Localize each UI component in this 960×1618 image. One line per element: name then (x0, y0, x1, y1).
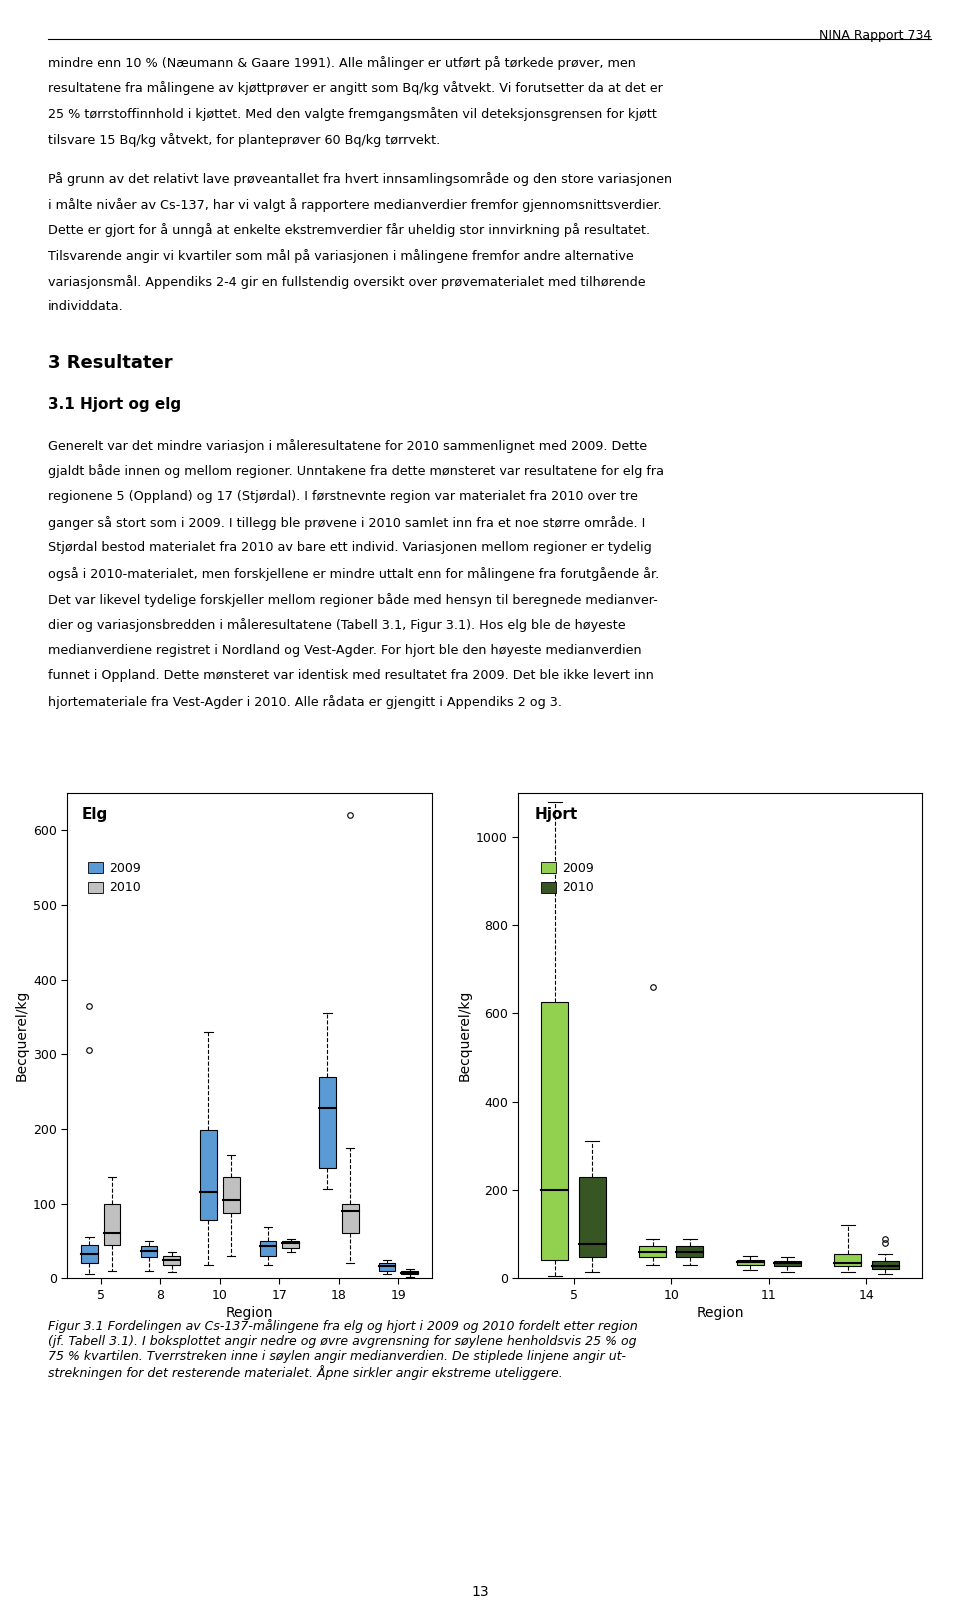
Legend: 2009, 2010: 2009, 2010 (88, 862, 141, 895)
Text: resultatene fra målingene av kjøttprøver er angitt som Bq/kg våtvekt. Vi forutse: resultatene fra målingene av kjøttprøver… (48, 81, 662, 95)
Bar (342, 1204, 358, 1233)
X-axis label: Region: Region (226, 1306, 274, 1320)
Bar (163, 1256, 180, 1265)
Y-axis label: Becquerel/kg: Becquerel/kg (458, 990, 472, 1081)
Text: individdata.: individdata. (48, 301, 124, 314)
Bar (774, 1260, 801, 1265)
Text: også i 2010-materialet, men forskjellene er mindre uttalt enn for målingene fra : også i 2010-materialet, men forskjellene… (48, 566, 660, 581)
Legend: 2009, 2010: 2009, 2010 (540, 862, 594, 895)
Bar (639, 1246, 666, 1257)
Text: gjaldt både innen og mellom regioner. Unntakene fra dette mønsteret var resultat: gjaldt både innen og mellom regioner. Un… (48, 464, 664, 479)
Text: dier og variasjonsbredden i måleresultatene (Tabell 3.1, Figur 3.1). Hos elg ble: dier og variasjonsbredden i måleresultat… (48, 618, 626, 633)
Bar (541, 1003, 568, 1260)
Text: Generelt var det mindre variasjon i måleresultatene for 2010 sammenlignet med 20: Generelt var det mindre variasjon i måle… (48, 438, 647, 453)
Text: På grunn av det relativt lave prøveantallet fra hvert innsamlingsområde og den s: På grunn av det relativt lave prøveantal… (48, 172, 672, 186)
Text: mindre enn 10 % (Næumann & Gaare 1991). Alle målinger er utført på tørkede prøve: mindre enn 10 % (Næumann & Gaare 1991). … (48, 55, 636, 70)
Bar (319, 1076, 336, 1168)
Bar (579, 1176, 606, 1257)
Y-axis label: Becquerel/kg: Becquerel/kg (14, 990, 29, 1081)
Text: hjortemateriale fra Vest-Agder i 2010. Alle rådata er gjengitt i Appendiks 2 og : hjortemateriale fra Vest-Agder i 2010. A… (48, 696, 562, 709)
Text: tilsvare 15 Bq/kg våtvekt, for planteprøver 60 Bq/kg tørrvekt.: tilsvare 15 Bq/kg våtvekt, for planteprø… (48, 133, 441, 147)
Text: funnet i Oppland. Dette mønsteret var identisk med resultatet fra 2009. Det ble : funnet i Oppland. Dette mønsteret var id… (48, 670, 654, 683)
Text: 25 % tørrstoffinnhold i kjøttet. Med den valgte fremgangsmåten vil deteksjonsgre: 25 % tørrstoffinnhold i kjøttet. Med den… (48, 107, 657, 121)
Bar (378, 1264, 396, 1270)
Text: Elg: Elg (82, 807, 108, 822)
Text: 3.1 Hjort og elg: 3.1 Hjort og elg (48, 396, 181, 411)
Text: ganger så stort som i 2009. I tillegg ble prøvene i 2010 samlet inn fra et noe s: ganger så stort som i 2009. I tillegg bl… (48, 516, 645, 529)
Text: 3 Resultater: 3 Resultater (48, 354, 173, 372)
Text: Figur 3.1 Fordelingen av Cs-137-målingene fra elg og hjort i 2009 og 2010 fordel: Figur 3.1 Fordelingen av Cs-137-målingen… (48, 1319, 637, 1380)
Bar (223, 1178, 239, 1214)
Text: medianverdiene registret i Nordland og Vest-Agder. For hjort ble den høyeste med: medianverdiene registret i Nordland og V… (48, 644, 641, 657)
Bar (282, 1241, 299, 1249)
Text: Tilsvarende angir vi kvartiler som mål på variasjonen i målingene fremfor andre : Tilsvarende angir vi kvartiler som mål p… (48, 249, 634, 264)
Text: Hjort: Hjort (535, 807, 578, 822)
Bar (872, 1262, 899, 1269)
Text: Det var likevel tydelige forskjeller mellom regioner både med hensyn til beregne: Det var likevel tydelige forskjeller mel… (48, 592, 658, 607)
Text: variasjonsmål. Appendiks 2-4 gir en fullstendig oversikt over prøvematerialet me: variasjonsmål. Appendiks 2-4 gir en full… (48, 275, 646, 288)
Text: Stjørdal bestod materialet fra 2010 av bare ett individ. Variasjonen mellom regi: Stjørdal bestod materialet fra 2010 av b… (48, 542, 652, 555)
Bar (201, 1131, 217, 1220)
Bar (676, 1246, 704, 1257)
Text: NINA Rapport 734: NINA Rapport 734 (819, 29, 931, 42)
Text: i målte nivåer av Cs-137, har vi valgt å rapportere medianverdier fremfor gjenno: i målte nivåer av Cs-137, har vi valgt å… (48, 197, 661, 212)
Text: regionene 5 (Oppland) og 17 (Stjørdal). I førstnevnte region var materialet fra : regionene 5 (Oppland) og 17 (Stjørdal). … (48, 490, 637, 503)
Bar (834, 1254, 861, 1265)
Text: 13: 13 (471, 1584, 489, 1599)
Bar (736, 1260, 764, 1265)
Text: Dette er gjort for å unngå at enkelte ekstremverdier får uheldig stor innvirknin: Dette er gjort for å unngå at enkelte ek… (48, 223, 650, 238)
Bar (260, 1241, 276, 1256)
Bar (141, 1246, 157, 1257)
Bar (82, 1244, 98, 1264)
Bar (104, 1204, 121, 1244)
Bar (401, 1270, 418, 1275)
X-axis label: Region: Region (696, 1306, 744, 1320)
